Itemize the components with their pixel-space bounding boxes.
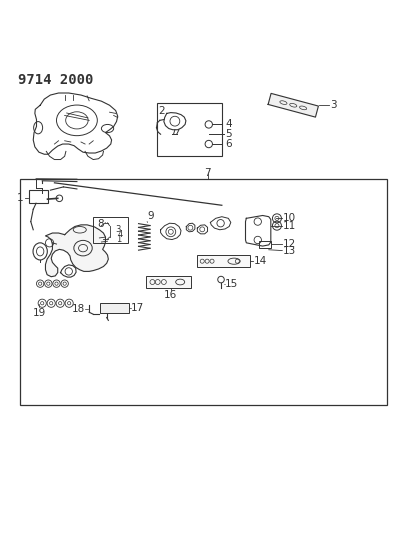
Polygon shape [46, 225, 109, 277]
Text: 10: 10 [283, 213, 296, 223]
Text: 16: 16 [164, 290, 178, 300]
Text: 4: 4 [118, 230, 123, 239]
Text: 9714 2000: 9714 2000 [18, 72, 93, 86]
Bar [100, 303, 129, 313]
Text: 2: 2 [159, 107, 165, 117]
Text: 12: 12 [283, 239, 296, 249]
Text: 1: 1 [116, 235, 122, 244]
Text: 3: 3 [330, 100, 337, 110]
Text: 6: 6 [225, 139, 232, 149]
Text: 9: 9 [148, 211, 154, 221]
Text: 4: 4 [225, 119, 232, 130]
Text: 7: 7 [204, 167, 211, 177]
Text: 14: 14 [254, 256, 267, 266]
Bar [259, 241, 271, 248]
Bar [196, 255, 249, 268]
Bar [20, 179, 387, 405]
Bar [157, 103, 222, 156]
Bar [146, 276, 191, 288]
Text: 13: 13 [283, 246, 296, 256]
Text: 18: 18 [72, 304, 85, 314]
Bar [29, 190, 48, 203]
Text: 11: 11 [283, 221, 296, 231]
Text: 5: 5 [225, 129, 232, 139]
Text: 1: 1 [17, 193, 24, 203]
Text: 3: 3 [115, 225, 120, 235]
Text: 15: 15 [225, 279, 238, 289]
Bar [93, 217, 128, 243]
Text: 19: 19 [32, 308, 46, 318]
Polygon shape [268, 93, 319, 117]
Text: 8: 8 [97, 219, 104, 229]
Text: 17: 17 [131, 303, 144, 313]
